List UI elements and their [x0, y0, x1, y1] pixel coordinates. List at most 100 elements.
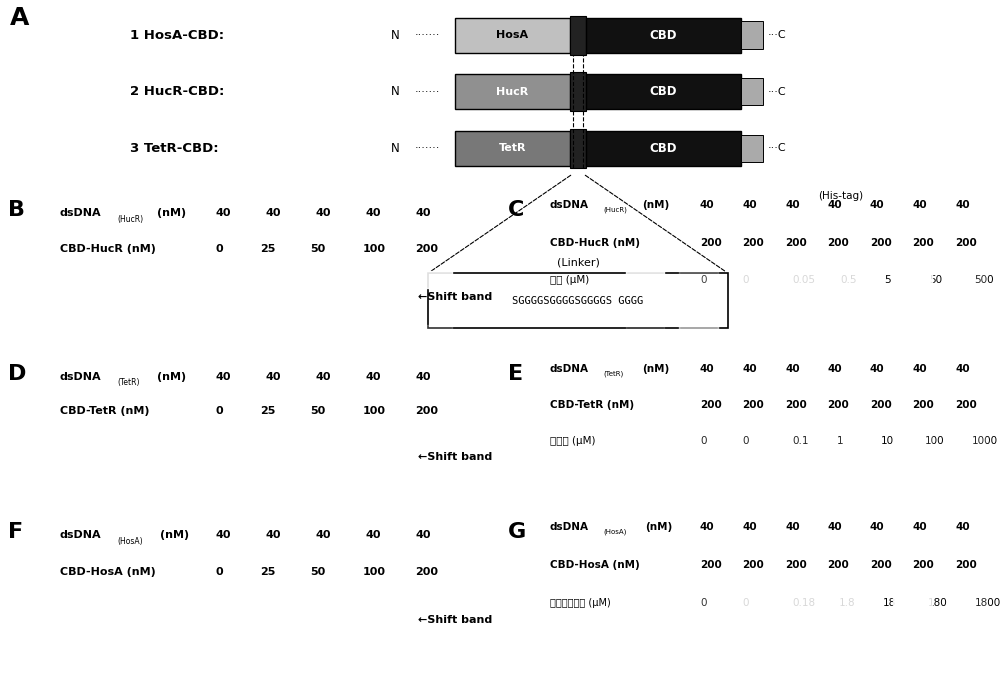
Text: 40: 40	[415, 372, 430, 382]
Text: 0: 0	[215, 406, 223, 416]
Bar	[350, 483, 393, 501]
Text: dsDNA: dsDNA	[60, 530, 102, 540]
Text: 200: 200	[742, 400, 764, 410]
Bar	[350, 325, 393, 343]
Bar	[733, 649, 771, 667]
Text: 40: 40	[315, 208, 330, 218]
Bar	[840, 595, 878, 613]
Bar	[570, 129, 586, 168]
Bar	[947, 429, 985, 447]
Bar	[741, 78, 763, 105]
Text: 200: 200	[415, 567, 438, 577]
Text: 0.18: 0.18	[792, 599, 816, 608]
Bar	[626, 649, 664, 667]
Text: 10: 10	[881, 436, 894, 447]
Bar	[679, 483, 718, 501]
Text: ←Shift band: ←Shift band	[418, 452, 492, 462]
Text: 40: 40	[365, 208, 380, 218]
Text: 25: 25	[260, 406, 275, 416]
Bar	[893, 649, 932, 667]
Text: (HosA): (HosA)	[604, 529, 627, 535]
Bar	[409, 649, 452, 667]
Text: 1 HosA-CBD:: 1 HosA-CBD:	[130, 29, 224, 42]
Text: CBD-TetR (nM): CBD-TetR (nM)	[550, 400, 634, 410]
Bar	[409, 429, 452, 447]
Bar	[232, 429, 275, 447]
Text: 40: 40	[265, 530, 280, 540]
Bar	[786, 270, 825, 289]
Text: 50: 50	[310, 406, 325, 416]
Text: 500: 500	[974, 275, 994, 285]
Text: 200: 200	[955, 560, 977, 570]
Text: dsDNA: dsDNA	[60, 372, 102, 382]
Bar	[626, 595, 664, 613]
Bar	[291, 325, 334, 343]
Text: 40: 40	[700, 200, 715, 210]
Text: G: G	[508, 522, 526, 542]
Text: 0: 0	[700, 275, 706, 285]
Bar	[291, 483, 334, 501]
Bar	[733, 270, 771, 289]
Text: 尿酸 (μM): 尿酸 (μM)	[550, 275, 589, 285]
Bar	[893, 325, 932, 343]
Bar	[626, 429, 664, 447]
Text: 5: 5	[884, 275, 891, 285]
Bar	[679, 270, 718, 289]
Text: 200: 200	[785, 238, 807, 247]
Text: 40: 40	[912, 522, 927, 532]
Text: CBD: CBD	[650, 141, 677, 155]
Text: 50: 50	[929, 275, 942, 285]
Text: 40: 40	[742, 522, 757, 532]
Bar	[455, 131, 570, 166]
Bar	[840, 649, 878, 667]
Bar	[947, 483, 985, 501]
Text: (nM): (nM)	[642, 200, 670, 210]
Text: 40: 40	[742, 364, 757, 374]
Bar	[409, 483, 452, 501]
Bar	[428, 273, 728, 328]
Text: 40: 40	[315, 530, 330, 540]
Text: (HucR): (HucR)	[604, 206, 627, 213]
Text: N: N	[391, 85, 400, 98]
Text: 200: 200	[828, 238, 849, 247]
Text: (TetR): (TetR)	[118, 378, 140, 387]
Text: 180: 180	[928, 599, 947, 608]
Text: 200: 200	[700, 560, 722, 570]
Bar	[586, 74, 741, 109]
Text: 0: 0	[215, 244, 223, 254]
Bar	[786, 483, 825, 501]
Text: (nM): (nM)	[642, 364, 670, 374]
Text: CBD: CBD	[650, 85, 677, 98]
Text: 100: 100	[924, 436, 944, 447]
Bar	[947, 270, 985, 289]
Text: CBD: CBD	[650, 29, 677, 42]
Text: (nM): (nM)	[645, 522, 672, 532]
Text: CBD-HucR (nM): CBD-HucR (nM)	[60, 244, 156, 254]
Text: 200: 200	[828, 560, 849, 570]
Text: (nM): (nM)	[156, 372, 186, 382]
Text: 25: 25	[260, 567, 275, 577]
Text: 40: 40	[415, 208, 430, 218]
Text: 40: 40	[785, 200, 800, 210]
Text: CBD-HosA (nM): CBD-HosA (nM)	[60, 567, 156, 577]
Text: A: A	[10, 6, 29, 30]
Text: (His-tag): (His-tag)	[818, 191, 863, 201]
Bar	[893, 595, 932, 613]
Text: 40: 40	[700, 364, 715, 374]
Text: (TetR): (TetR)	[604, 370, 624, 376]
Text: CBD-TetR (nM): CBD-TetR (nM)	[60, 406, 150, 416]
Text: 0: 0	[742, 436, 749, 447]
Bar	[232, 325, 275, 343]
Text: 100: 100	[362, 406, 386, 416]
Text: (nM): (nM)	[158, 208, 187, 218]
Text: HosA: HosA	[496, 30, 529, 40]
Text: TetR: TetR	[499, 144, 526, 153]
Bar	[350, 595, 393, 613]
Bar	[679, 325, 718, 343]
Bar	[350, 429, 393, 447]
Bar	[409, 270, 452, 289]
Text: 200: 200	[785, 400, 807, 410]
Text: 200: 200	[700, 238, 722, 247]
Text: 0: 0	[700, 599, 706, 608]
Text: 200: 200	[912, 560, 934, 570]
